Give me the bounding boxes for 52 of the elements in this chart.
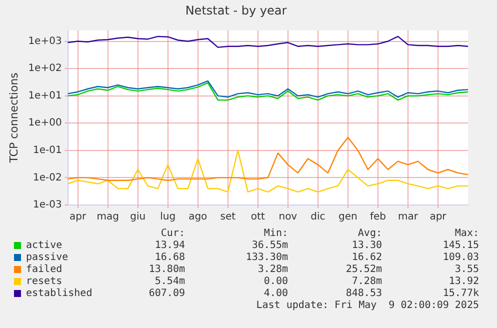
text: Last update: Fri May 9 02:00:09 2025 [256,300,479,311]
text: 16.62 [352,252,382,263]
text: Max: [454,228,479,239]
text: 607.09 [148,288,185,299]
text: 0.00 [264,276,288,287]
chart-title: Netstat - by year [185,3,287,18]
legend-label: passive [26,252,68,263]
y-tick-label: 1e+01 [28,90,62,102]
x-tick-label: nov [278,212,298,223]
text: 109.03 [442,252,479,263]
text: 133.30m [246,252,288,263]
legend-label: failed [26,264,62,275]
text: 3.28m [258,264,288,275]
y-tick-label: 1e+02 [28,63,62,74]
text: 13.30 [352,240,382,251]
x-tick-label: gen [338,212,358,223]
y-tick-label: 1e-01 [32,145,62,156]
text: Min: [264,228,288,239]
text: 15.77k [442,288,479,299]
text: Cur: [160,228,185,239]
y-tick-label: 1e-03 [32,200,62,211]
text: 13.92 [448,276,479,287]
legend-label: active [26,240,62,251]
text: 4.00 [264,288,288,299]
x-tick-label: ago [188,212,208,223]
text: 13.80m [148,264,185,275]
legend-label: established [26,288,92,299]
text: 145.15 [442,240,479,251]
text: 7.28m [352,276,382,287]
x-tick-label: dic [310,212,326,223]
x-tick-label: apr [70,212,87,223]
y-tick-label: 1e+03 [28,36,62,47]
x-tick-label: set [220,212,236,223]
text: 848.53 [346,288,382,299]
x-tick-label: ott [250,212,265,223]
x-tick-label: feb [370,212,386,223]
text: 3.55 [454,264,479,275]
y-tick-label: 1e+00 [28,118,62,129]
text: 16.68 [154,252,185,263]
text: 25.52m [346,264,382,275]
text: Avg: [358,228,382,239]
x-tick-label: lug [160,212,176,223]
x-tick-label: mar [398,212,419,223]
text: 5.54m [154,276,185,287]
y-axis-title: TCP connections [7,72,20,164]
x-tick-label: apr [430,212,448,223]
legend-label: resets [26,276,62,287]
text: 36.55m [252,240,288,251]
x-tick-label: giu [130,212,146,223]
y-tick-label: 1e-02 [32,172,62,184]
x-tick-label: mag [96,212,119,223]
text: 13.94 [154,240,185,251]
